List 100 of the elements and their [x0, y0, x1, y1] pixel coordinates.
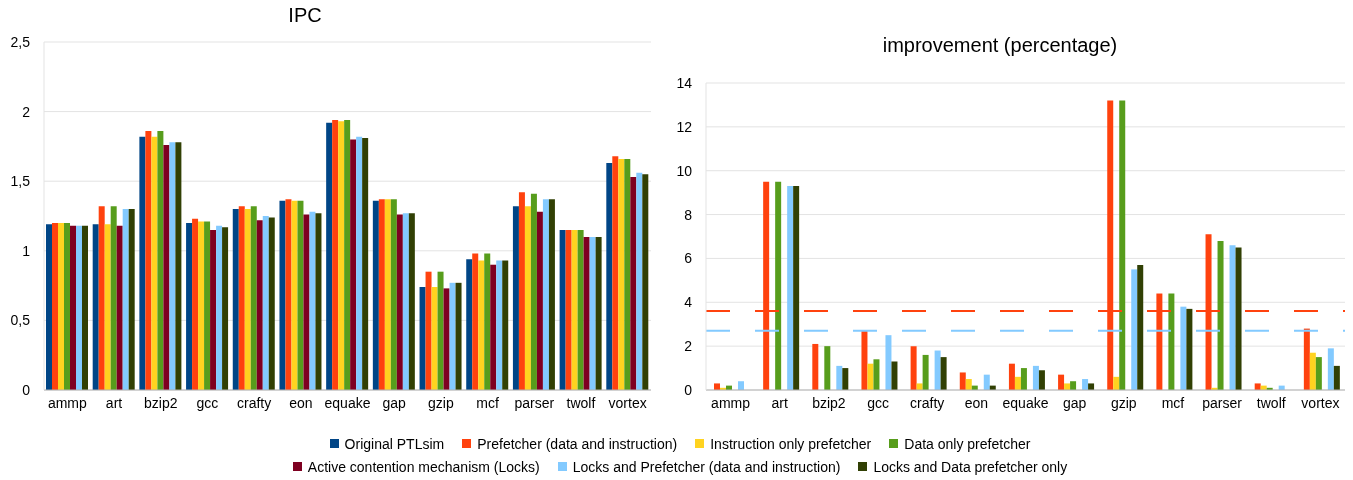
bar: [885, 335, 892, 390]
bar: [910, 346, 917, 390]
y-tick-label: 8: [684, 206, 693, 223]
bar: [250, 206, 257, 390]
bar: [577, 229, 584, 390]
bar: [1254, 383, 1261, 390]
y-tick-label: 2,5: [10, 33, 31, 50]
bar: [116, 225, 123, 390]
bar: [145, 131, 152, 390]
bar: [198, 221, 205, 390]
bar: [1168, 293, 1175, 390]
bar: [396, 214, 403, 390]
bar: [518, 192, 525, 390]
bar: [530, 193, 537, 390]
bar: [437, 271, 444, 390]
bar: [714, 383, 720, 390]
bar: [1235, 247, 1242, 390]
bar: [824, 346, 831, 390]
bar: [285, 199, 292, 390]
bar: [1186, 308, 1193, 390]
bar: [315, 213, 322, 390]
x-tick-label: gap: [382, 394, 407, 411]
x-tick-label: gcc: [196, 394, 219, 411]
bar: [268, 217, 275, 390]
bar: [1333, 365, 1340, 390]
bar: [891, 361, 898, 390]
bar: [128, 209, 135, 390]
bar: [559, 229, 566, 390]
bar: [1064, 383, 1071, 390]
bar: [548, 199, 555, 390]
bar: [466, 259, 473, 390]
bar: [192, 218, 199, 390]
x-tick-label: eon: [964, 394, 989, 411]
bar: [338, 121, 345, 390]
y-tick-label: 0: [684, 381, 693, 398]
bar: [1020, 368, 1027, 390]
bar: [1032, 365, 1039, 390]
bar: [204, 221, 211, 390]
bar: [496, 260, 503, 390]
y-tick-label: 2: [684, 338, 693, 355]
bar: [110, 206, 117, 390]
x-tick-label: equake: [1002, 394, 1049, 411]
bar: [216, 225, 223, 390]
legend-label: Prefetcher (data and instruction): [477, 435, 678, 452]
bar: [934, 350, 941, 390]
bar: [455, 282, 462, 390]
bar: [279, 200, 286, 390]
bar: [512, 206, 519, 390]
bar: [490, 264, 497, 390]
bar: [1113, 376, 1120, 390]
bar: [408, 213, 415, 390]
x-tick-label: gap: [1062, 394, 1087, 411]
bar: [46, 224, 52, 390]
bar: [589, 236, 596, 390]
legend-label: Original PTLsim: [344, 435, 445, 452]
y-tick-label: 1: [22, 242, 31, 259]
bar: [169, 142, 176, 390]
x-tick-label: gzip: [1110, 394, 1137, 411]
x-tick-label: eon: [289, 394, 313, 411]
bar: [775, 181, 782, 390]
bar: [419, 286, 426, 390]
bar: [291, 200, 298, 390]
x-tick-label: art: [105, 394, 123, 411]
bar: [983, 374, 990, 390]
bar: [244, 209, 251, 390]
bar: [344, 119, 351, 390]
bar: [1088, 383, 1095, 390]
bar: [1309, 352, 1316, 390]
bar: [431, 286, 438, 390]
x-tick-label: bzip2: [812, 394, 846, 411]
bar: [157, 131, 164, 390]
bar: [76, 225, 82, 390]
bar: [922, 354, 929, 390]
bar: [297, 200, 304, 390]
bar: [163, 145, 170, 390]
bar: [104, 224, 111, 390]
x-tick-label: bzip2: [144, 394, 178, 411]
bar: [98, 206, 105, 390]
bar: [624, 158, 631, 390]
x-tick-label: twolf: [1256, 394, 1286, 411]
y-tick-label: 10: [676, 162, 693, 179]
y-tick-label: 4: [684, 294, 693, 311]
x-tick-label: twolf: [566, 394, 596, 411]
bar: [186, 222, 193, 390]
bar: [787, 186, 794, 390]
bar: [959, 372, 966, 390]
bar: [1008, 363, 1015, 390]
bar: [175, 142, 182, 390]
x-tick-label: equake: [324, 394, 371, 411]
bar: [1315, 357, 1322, 390]
x-tick-label: vortex: [608, 394, 647, 411]
bar: [630, 177, 637, 390]
bar: [940, 357, 947, 390]
bar: [372, 200, 379, 390]
bar: [210, 229, 217, 390]
x-tick-label: ammp: [47, 394, 87, 411]
bar: [92, 224, 99, 390]
bar: [449, 282, 456, 390]
bar: [64, 222, 70, 390]
bar: [965, 379, 972, 390]
